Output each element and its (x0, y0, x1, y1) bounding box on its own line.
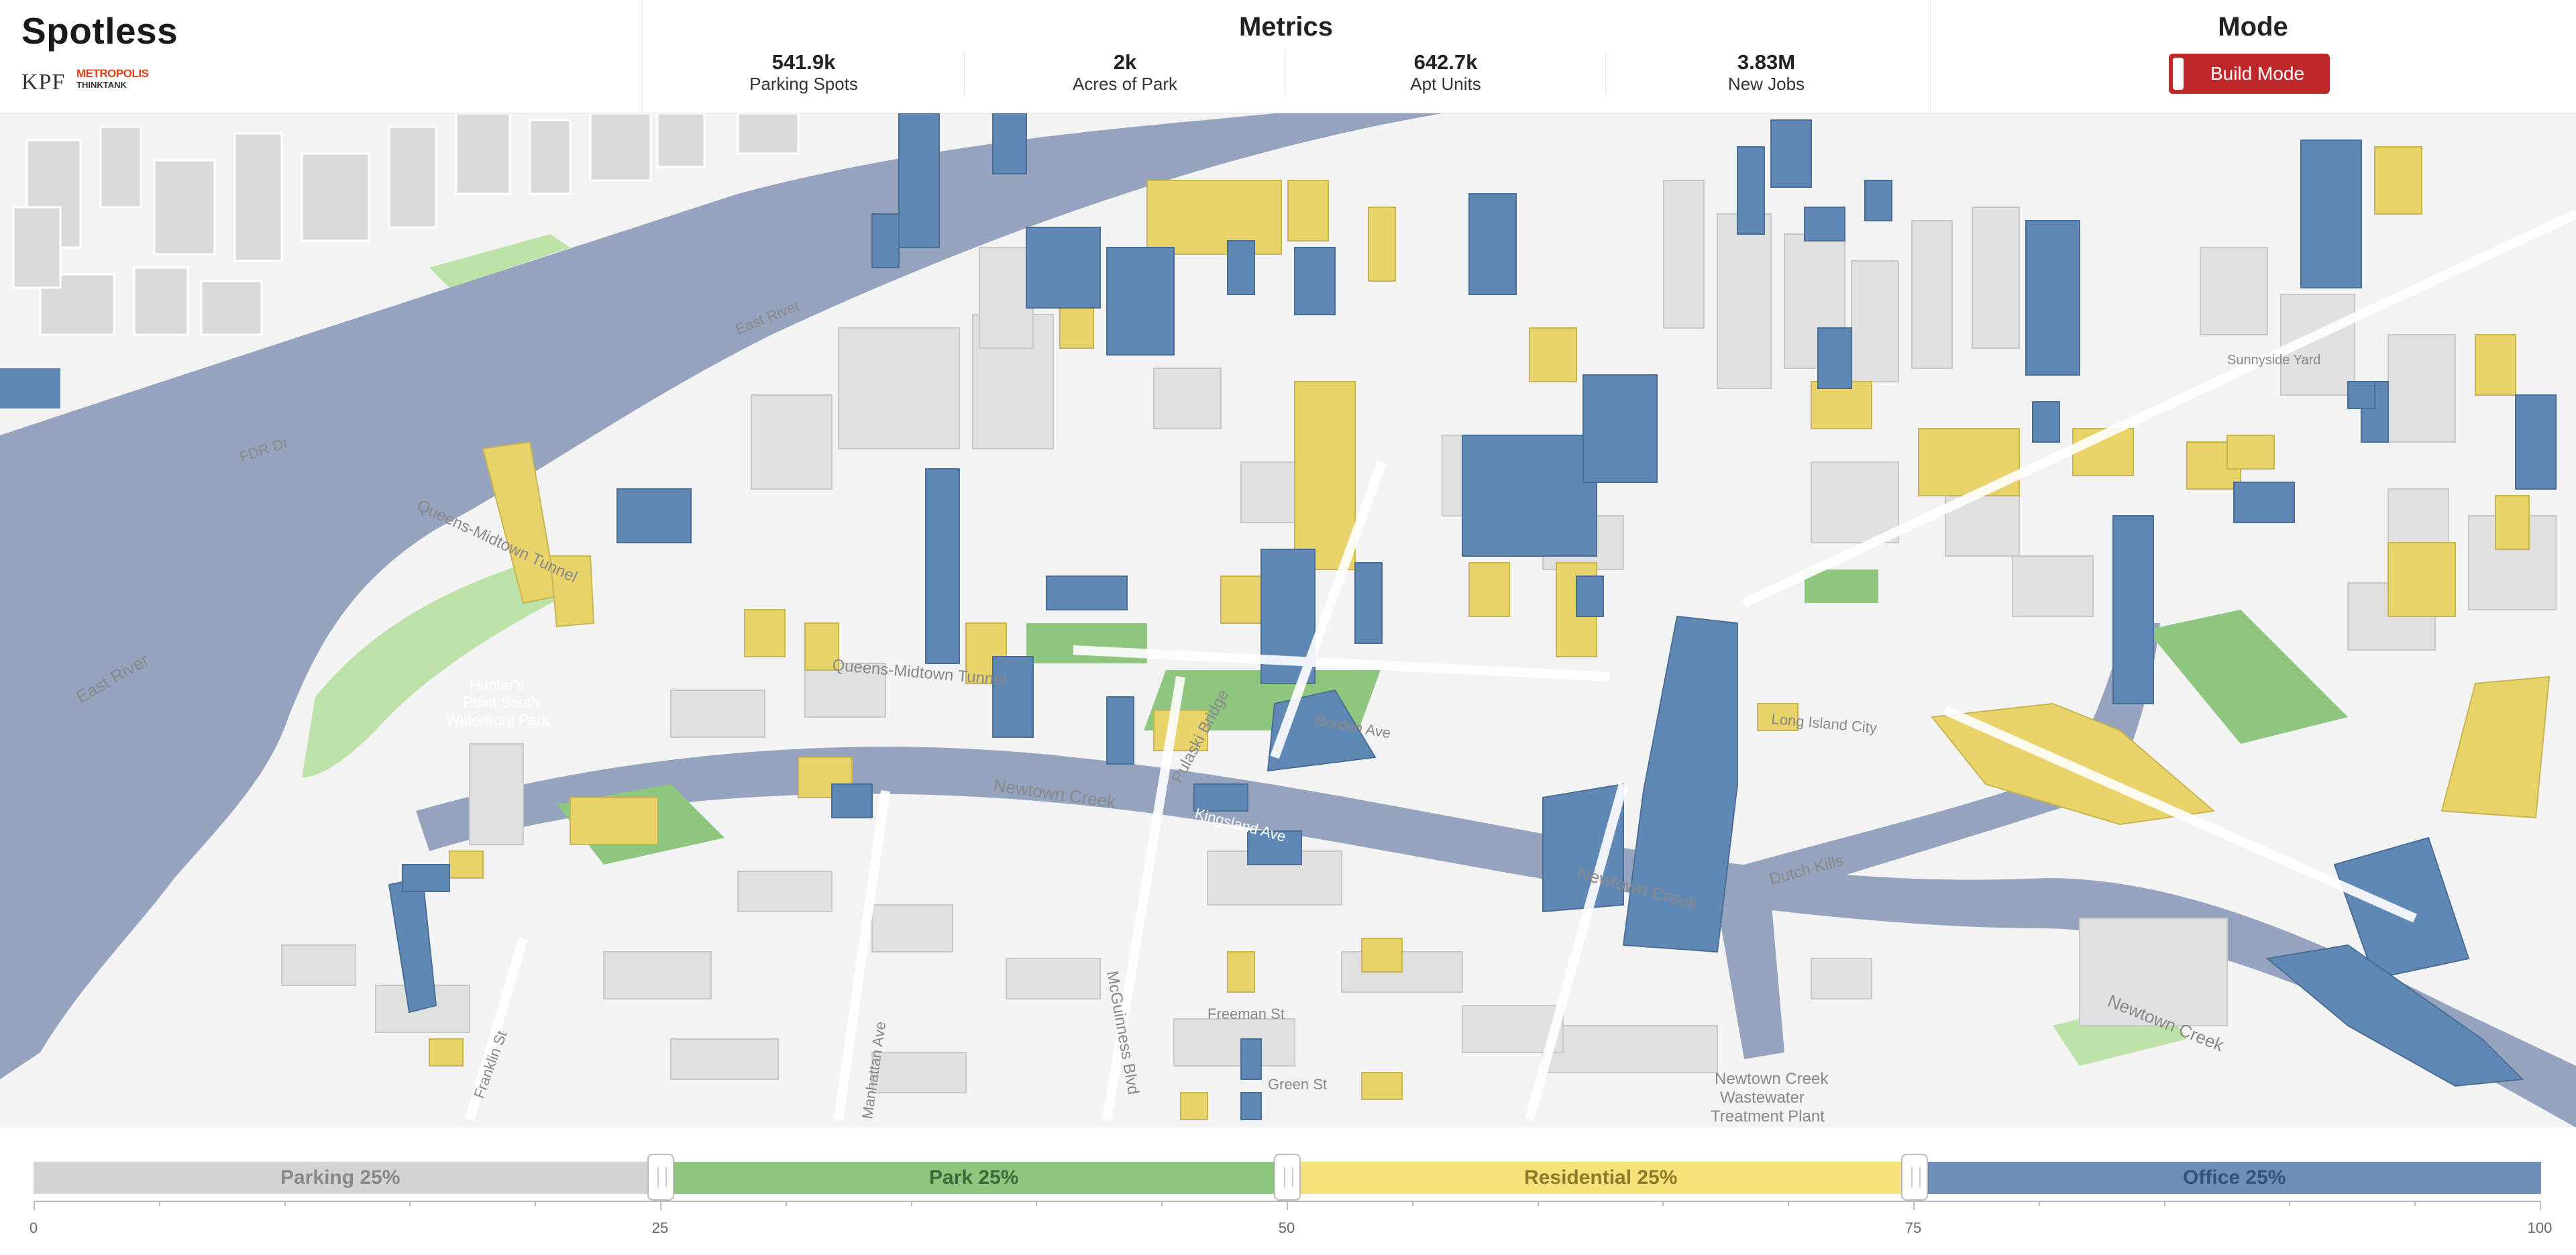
slider-axis: 0 25 50 75 100 (30, 1201, 2552, 1241)
axis-tick (2414, 1201, 2416, 1206)
metric-label: New Jobs (1727, 74, 1805, 94)
office-building (0, 368, 60, 408)
brand-area: Spotless KPF METROPOLIS THINKTANK (21, 9, 639, 110)
axis-tick-label: 0 (29, 1219, 38, 1236)
axis-tick (1036, 1201, 1038, 1206)
metric-value: 541.9k (771, 50, 836, 74)
axis-tick (2038, 1201, 2040, 1206)
park-block (2147, 610, 2348, 744)
axis-tick (910, 1201, 912, 1206)
metric-label: Parking Spots (749, 74, 858, 94)
park-block (1805, 569, 1878, 603)
kpf-logo: KPF (21, 70, 66, 95)
axis-tick (284, 1201, 286, 1206)
east-river-water (0, 113, 1442, 1079)
mode-title: Mode (2218, 12, 2288, 42)
segment-office[interactable]: Office 25% (1927, 1162, 2541, 1194)
office-buildings (388, 113, 2557, 1120)
label-hunters-point-3: Waterfront Park (446, 712, 549, 728)
mode-panel: Mode Build Mode (1930, 0, 2576, 113)
metric-acres-of-park: 2k Acres of Park (964, 51, 1285, 95)
creek-branch-water (1717, 898, 1784, 1059)
axis-tick (660, 1201, 661, 1210)
axis-tick-label: 25 (651, 1219, 669, 1236)
axis-tick (1537, 1201, 1539, 1206)
build-mode-label: Build Mode (2210, 63, 2305, 84)
segment-parking[interactable]: Parking 25% (34, 1162, 647, 1194)
axis-tick (1788, 1201, 1790, 1206)
axis-tick (1662, 1201, 1664, 1206)
metropolis-logo-line2: THINKTANK (76, 80, 127, 90)
manhattan-buildings (12, 113, 800, 336)
metric-value: 2k (1113, 50, 1137, 74)
slider-handle-1[interactable] (647, 1154, 674, 1201)
mix-track[interactable]: Parking 25% Park 25% Residential 25% Off… (34, 1154, 2541, 1201)
metric-new-jobs: 3.83M New Jobs (1605, 51, 1927, 95)
axis-tick (785, 1201, 787, 1206)
slider-handle-3[interactable] (1900, 1154, 1928, 1201)
axis-tick (409, 1201, 411, 1206)
label-sunnyside-yard: Sunnyside Yard (2227, 353, 2320, 368)
metric-label: Apt Units (1410, 74, 1481, 94)
segment-residential[interactable]: Residential 25% (1301, 1162, 1901, 1194)
metric-value: 642.7k (1413, 50, 1478, 74)
app-title: Spotless (21, 10, 178, 52)
metrics-panel: Metrics 541.9k Parking Spots 2k Acres of… (641, 0, 1931, 113)
label-freeman-st: Freeman St (1208, 1005, 1285, 1022)
metric-parking-spots: 541.9k Parking Spots (643, 51, 964, 95)
axis-tick (1161, 1201, 1163, 1206)
segment-label-park: Park 25% (929, 1166, 1019, 1189)
segment-label-office: Office 25% (2183, 1166, 2286, 1189)
segment-label-parking: Parking 25% (280, 1166, 400, 1189)
axis-tick (535, 1201, 537, 1206)
segment-label-residential: Residential 25% (1524, 1166, 1678, 1189)
label-treatment-3: Treatment Plant (1711, 1107, 1825, 1126)
label-green-st: Green St (1268, 1076, 1327, 1093)
manhattan-park-strip (429, 234, 570, 288)
tower-office (1622, 615, 1738, 953)
axis-tick-label: 75 (1904, 1219, 1922, 1236)
metropolis-logo: METROPOLIS THINKTANK (76, 67, 150, 94)
segment-park[interactable]: Park 25% (674, 1162, 1274, 1194)
axis-tick (1411, 1201, 1413, 1206)
axis-tick (2289, 1201, 2291, 1206)
axis-tick (2163, 1201, 2165, 1206)
slider-handle-2[interactable] (1274, 1154, 1301, 1201)
metric-value: 3.83M (1737, 50, 1796, 74)
axis-tick (34, 1201, 35, 1210)
map-view[interactable]: East River East River FDR Dr Queens-Midt… (0, 113, 2576, 1128)
map-canvas[interactable]: East River East River FDR Dr Queens-Midt… (0, 113, 2576, 1128)
toggle-knob (2173, 58, 2184, 90)
roads (465, 209, 2576, 1121)
build-mode-toggle[interactable]: Build Mode (2169, 54, 2330, 94)
metrics-title: Metrics (1238, 12, 1334, 42)
header-bar: Spotless KPF METROPOLIS THINKTANK Metric… (0, 0, 2576, 113)
label-hunters-point-2: Point South (463, 694, 539, 711)
land-use-mix-slider: Parking 25% Park 25% Residential 25% Off… (0, 1128, 2576, 1255)
axis-tick (1287, 1201, 1288, 1210)
hunters-point-park (302, 556, 590, 777)
axis-tick (2540, 1201, 2541, 1210)
axis-tick-label: 100 (2527, 1219, 2553, 1236)
axis-tick (158, 1201, 160, 1206)
axis-tick-label: 50 (1278, 1219, 1295, 1236)
metric-label: Acres of Park (1072, 74, 1178, 94)
axis-tick (1913, 1201, 1915, 1210)
metric-apt-units: 642.7k Apt Units (1285, 51, 1606, 95)
label-treatment-1: Newtown Creek (1715, 1070, 1829, 1088)
metropolis-logo-line1: METROPOLIS (76, 67, 149, 80)
label-treatment-2: Wastewater (1720, 1089, 1805, 1107)
label-hunters-point: Hunter's (470, 677, 524, 694)
